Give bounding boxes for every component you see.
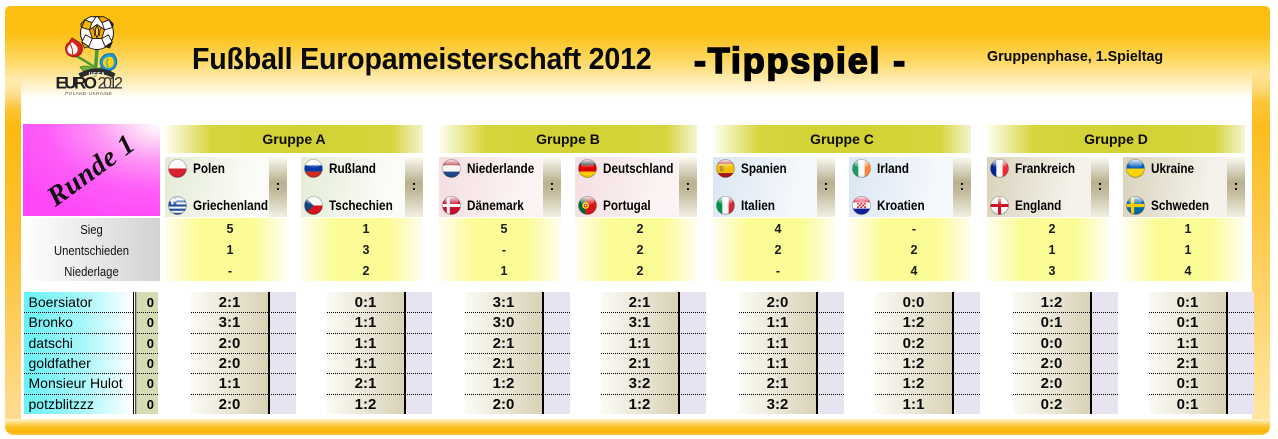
- svg-text:2012: 2012: [98, 75, 124, 93]
- svg-text:EURO: EURO: [56, 74, 98, 93]
- svg-text:UEFA: UEFA: [89, 72, 106, 78]
- svg-text:POLAND-UKRAINE: POLAND-UKRAINE: [65, 91, 112, 97]
